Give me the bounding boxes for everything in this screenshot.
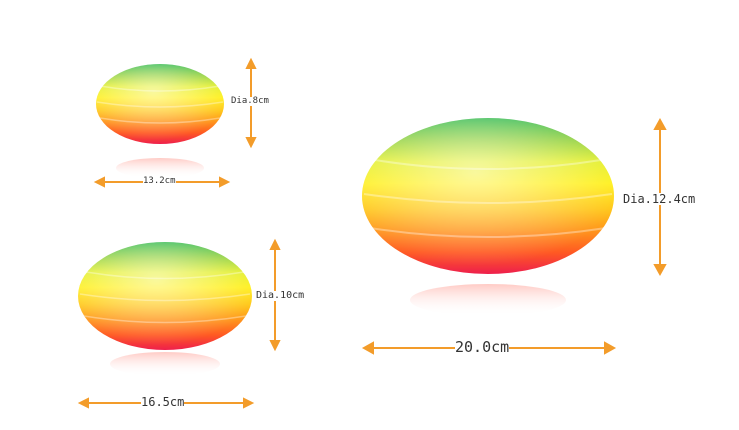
dimension-arrow-icon [77, 57, 667, 409]
width-label-large: 20.0cm [455, 338, 510, 356]
diameter-label-small: Dia.8cm [231, 96, 269, 106]
ball-medium [78, 242, 252, 376]
diameter-label-medium: Dia.10cm [256, 290, 305, 301]
width-label-medium: 16.5cm [141, 395, 185, 409]
width-label-small: 13.2cm [143, 176, 176, 186]
ball-small [96, 64, 224, 178]
ball-large [362, 118, 614, 316]
diameter-label-large: Dia.12.4cm [623, 192, 696, 206]
